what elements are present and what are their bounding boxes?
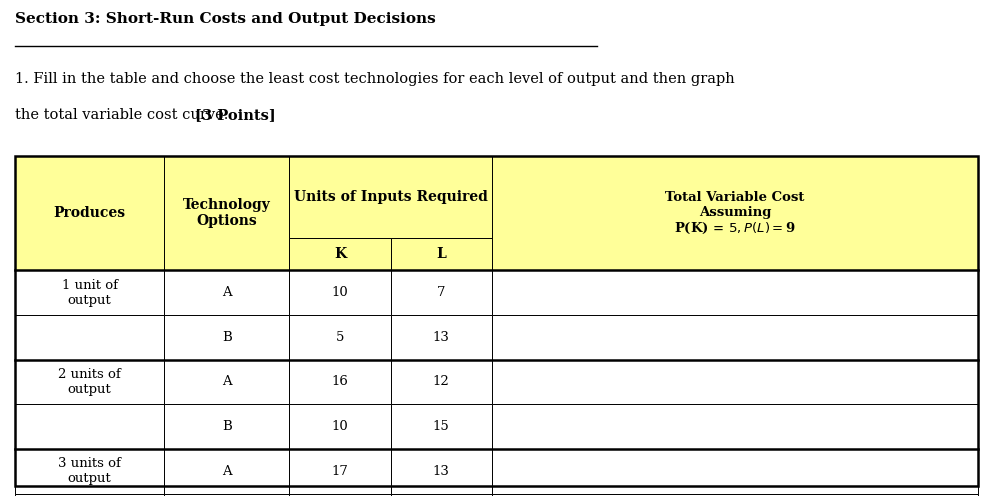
Text: 1 unit of
output: 1 unit of output (62, 279, 117, 307)
Text: A: A (222, 465, 231, 478)
Text: 10: 10 (332, 286, 349, 299)
Bar (289, 156, 492, 238)
Bar (492, 270, 978, 315)
Bar (289, 270, 390, 315)
Text: 10: 10 (332, 420, 349, 433)
Bar (15, 156, 164, 270)
Text: 2 units of
output: 2 units of output (59, 368, 121, 396)
Text: K: K (334, 247, 347, 261)
Bar (164, 315, 289, 360)
Bar (15, 494, 164, 496)
Text: 13: 13 (433, 331, 450, 344)
Bar (390, 404, 492, 449)
Bar (390, 494, 492, 496)
Text: Section 3: Short-Run Costs and Output Decisions: Section 3: Short-Run Costs and Output De… (15, 12, 436, 26)
Text: A: A (222, 286, 231, 299)
Text: 5: 5 (336, 331, 345, 344)
Bar (390, 270, 492, 315)
Bar (492, 360, 978, 404)
Text: Technology
Options: Technology Options (183, 198, 271, 228)
Text: 1. Fill in the table and choose the least cost technologies for each level of ou: 1. Fill in the table and choose the leas… (15, 72, 735, 86)
Text: 13: 13 (433, 465, 450, 478)
Text: 12: 12 (433, 375, 450, 388)
Bar (15, 404, 164, 449)
Bar (390, 360, 492, 404)
Text: 3 units of
output: 3 units of output (59, 457, 121, 485)
Text: B: B (221, 331, 231, 344)
Bar (164, 156, 289, 270)
Text: 7: 7 (437, 286, 446, 299)
Text: 15: 15 (433, 420, 450, 433)
Bar (289, 238, 390, 270)
Bar (390, 315, 492, 360)
Bar (289, 360, 390, 404)
Bar (492, 315, 978, 360)
Text: 17: 17 (332, 465, 349, 478)
Text: Total Variable Cost
Assuming
P(K) = $5, P(L) = $9: Total Variable Cost Assuming P(K) = $5, … (665, 190, 804, 236)
Bar (164, 494, 289, 496)
Bar (492, 404, 978, 449)
Bar (15, 156, 978, 486)
Bar (289, 315, 390, 360)
Bar (164, 360, 289, 404)
Bar (164, 404, 289, 449)
Bar (15, 360, 164, 404)
Text: B: B (221, 420, 231, 433)
Text: Produces: Produces (54, 206, 125, 220)
Bar (289, 494, 390, 496)
Bar (492, 494, 978, 496)
Bar (15, 270, 164, 315)
Bar (15, 449, 164, 494)
Bar (289, 404, 390, 449)
Bar (289, 449, 390, 494)
Bar (492, 449, 978, 494)
Text: A: A (222, 375, 231, 388)
Text: [3 Points]: [3 Points] (195, 108, 276, 122)
Text: the total variable cost curve.: the total variable cost curve. (15, 108, 233, 122)
Bar (492, 156, 978, 270)
Bar (390, 238, 492, 270)
Bar (164, 449, 289, 494)
Text: 16: 16 (332, 375, 349, 388)
Text: Units of Inputs Required: Units of Inputs Required (294, 190, 488, 204)
Text: L: L (436, 247, 446, 261)
Bar (390, 449, 492, 494)
Bar (15, 315, 164, 360)
Bar (164, 270, 289, 315)
